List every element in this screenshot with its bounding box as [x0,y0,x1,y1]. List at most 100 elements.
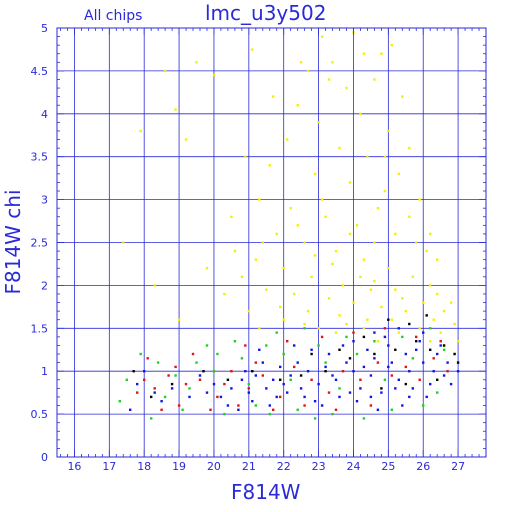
data-point-blue [425,395,428,399]
data-point-blue [355,400,359,403]
data-point-green [331,412,334,416]
data-point-yellow [275,232,278,236]
data-point-blue [289,374,292,377]
data-point-yellow [397,331,400,334]
data-point-blue [369,395,373,399]
data-point-yellow [286,138,289,141]
data-point-red [369,404,373,407]
data-point-red [254,361,257,364]
data-point-blue [293,344,296,347]
data-point-yellow [387,129,390,133]
data-point-blue [334,378,338,381]
data-point-green [240,357,244,360]
data-point-yellow [324,215,327,218]
data-point-yellow [362,327,366,330]
data-point-green [254,404,257,407]
data-point-green [296,408,299,411]
data-point-green [401,335,404,339]
data-point-blue [296,361,299,364]
data-point-blue [317,382,320,386]
data-point-yellow [195,61,198,64]
data-point-green [268,412,271,416]
x-tick-label: 27 [451,460,465,473]
data-point-red [327,391,331,394]
data-point-yellow [442,309,446,313]
data-point-yellow [394,288,397,291]
data-point-black [132,370,135,373]
data-point-blue [237,408,240,411]
data-point-yellow [282,267,285,270]
data-point-yellow [408,215,411,218]
data-point-black [279,378,282,381]
data-point-yellow [265,288,268,291]
x-tick-label: 21 [242,460,256,473]
y-tick-label: 1.5 [31,322,49,335]
data-point-red [272,408,275,411]
data-point-red [286,340,289,343]
data-point-green [355,352,359,356]
data-point-red [376,361,380,364]
data-point-yellow [174,108,177,111]
data-point-yellow [390,318,393,321]
data-point-yellow [163,69,167,73]
data-point-yellow [345,86,348,90]
data-point-blue [299,387,303,390]
data-point-yellow [177,318,181,321]
data-point-blue [265,387,268,390]
data-point-blue [244,370,247,373]
data-point-blue [415,348,418,351]
data-point-red [341,370,345,373]
data-point-black [310,352,313,356]
data-point-black [373,352,376,356]
data-point-yellow [345,322,348,326]
data-point-red [415,335,418,339]
data-point-black [380,387,383,390]
data-point-green [289,378,292,381]
x-tick-label: 18 [137,460,151,473]
data-point-yellow [303,241,306,244]
data-point-green [188,387,191,390]
data-point-blue [348,391,352,394]
data-point-green [150,417,153,420]
data-point-yellow [429,232,432,236]
data-point-yellow [425,249,428,253]
data-point-green [422,404,425,407]
data-point-red [334,408,338,411]
data-point-blue [390,361,393,364]
data-point-yellow [338,314,341,317]
y-axis-title: F814W chi [1,189,25,294]
data-point-blue [261,361,264,364]
data-point-green [282,352,285,356]
data-point-yellow [366,318,369,321]
data-point-yellow [313,254,317,257]
data-point-yellow [411,275,414,278]
data-point-yellow [453,322,456,326]
data-point-yellow [429,340,432,343]
data-point-blue [432,370,435,373]
data-point-blue [394,387,397,390]
data-point-blue [251,400,254,403]
data-point-blue [408,395,411,399]
data-point-red [191,352,195,356]
data-point-yellow [258,327,261,330]
data-point-yellow [376,207,380,210]
data-point-red [383,327,387,330]
data-point-yellow [244,155,247,158]
data-point-blue [418,340,421,343]
data-point-red [352,331,355,334]
data-point-yellow [383,189,387,193]
data-point-blue [275,395,278,399]
data-point-yellow [390,44,393,47]
data-point-green [303,327,306,330]
x-tick-label: 17 [102,460,116,473]
data-point-red [404,365,407,369]
data-point-black [170,382,174,386]
data-point-blue [306,370,310,373]
data-point-blue [327,352,331,356]
data-point-yellow [331,61,334,64]
x-tick-label: 24 [346,460,360,473]
data-point-red [160,408,163,411]
data-point-red [184,382,188,386]
data-point-green [118,400,121,403]
data-point-red [279,395,282,399]
